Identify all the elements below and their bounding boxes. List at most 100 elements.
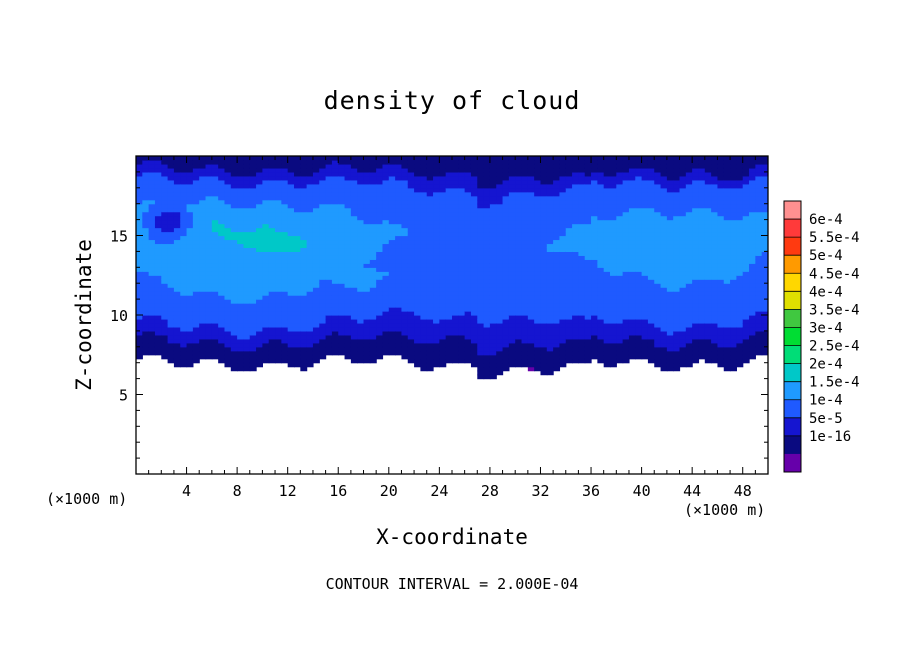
density-cell xyxy=(388,342,396,348)
density-cell xyxy=(616,299,624,304)
density-cell xyxy=(647,342,655,348)
density-cell xyxy=(173,291,181,296)
density-cell xyxy=(350,291,358,296)
density-cell xyxy=(527,199,535,205)
density-cell xyxy=(294,279,301,284)
density-cell xyxy=(508,219,516,225)
density-cell xyxy=(641,199,649,205)
density-cell xyxy=(287,156,295,161)
density-cell xyxy=(186,227,194,233)
density-cell xyxy=(167,354,175,360)
density-cell xyxy=(344,179,352,185)
density-cell xyxy=(407,311,415,316)
density-cell xyxy=(730,243,737,249)
density-cell xyxy=(515,315,523,320)
density-cell xyxy=(275,251,282,256)
density-cell xyxy=(641,175,649,181)
density-cell xyxy=(186,179,194,185)
density-cell xyxy=(433,303,440,308)
density-cell xyxy=(635,159,643,165)
density-cell xyxy=(199,219,207,225)
density-cell xyxy=(527,338,535,344)
density-cell xyxy=(300,159,308,165)
density-cell xyxy=(369,219,377,225)
density-cell xyxy=(148,279,156,284)
density-cell xyxy=(199,215,207,221)
density-cell xyxy=(306,251,314,256)
density-cell xyxy=(628,239,636,245)
density-cell xyxy=(622,263,630,268)
density-cell xyxy=(363,223,371,229)
density-cell xyxy=(161,283,169,288)
density-cell xyxy=(591,322,598,328)
density-cell xyxy=(489,330,497,336)
density-cell xyxy=(300,227,308,233)
density-cell xyxy=(414,279,421,284)
density-cell xyxy=(660,159,668,165)
density-cell xyxy=(161,231,169,237)
density-cell xyxy=(350,187,358,193)
density-cell xyxy=(331,291,339,296)
density-cell xyxy=(546,279,554,284)
density-cell xyxy=(723,338,731,344)
density-cell xyxy=(407,307,415,312)
density-cell xyxy=(319,311,327,316)
density-cell xyxy=(237,247,245,252)
density-cell xyxy=(723,362,731,368)
density-cell xyxy=(527,275,535,280)
density-cell xyxy=(136,307,143,312)
density-cell xyxy=(704,299,712,304)
density-cell xyxy=(230,354,238,360)
density-cell xyxy=(565,163,573,169)
density-cell xyxy=(433,231,440,237)
density-cell xyxy=(224,299,232,304)
density-cell xyxy=(635,239,643,245)
density-cell xyxy=(256,156,263,161)
density-cell xyxy=(256,207,263,213)
density-cell xyxy=(237,231,245,237)
density-cell xyxy=(306,326,314,332)
density-cell xyxy=(388,307,396,312)
density-cell xyxy=(597,175,605,181)
density-cell xyxy=(325,271,333,276)
density-cell xyxy=(610,307,617,312)
density-cell xyxy=(647,243,655,249)
density-cell xyxy=(363,350,371,356)
density-cell xyxy=(331,171,339,177)
density-cell xyxy=(464,267,472,272)
density-cell xyxy=(199,239,207,245)
density-cell xyxy=(553,235,561,241)
density-cell xyxy=(502,183,510,189)
density-cell xyxy=(515,163,523,169)
density-cell xyxy=(161,235,169,241)
density-cell xyxy=(142,191,150,197)
density-cell xyxy=(306,259,314,264)
density-cell xyxy=(458,307,466,312)
density-cell xyxy=(287,342,295,348)
density-cell xyxy=(249,307,257,312)
density-cell xyxy=(730,283,737,288)
density-cell xyxy=(540,219,548,225)
density-cell xyxy=(572,334,579,340)
density-cell xyxy=(622,247,630,252)
density-cell xyxy=(502,171,510,177)
density-cell xyxy=(205,211,213,217)
density-cell xyxy=(192,195,200,201)
density-cell xyxy=(641,167,649,173)
density-cell xyxy=(173,346,181,352)
density-cell xyxy=(249,326,257,332)
density-cell xyxy=(704,334,712,340)
density-cell xyxy=(711,303,719,308)
density-cell xyxy=(477,255,485,260)
density-cell xyxy=(635,322,643,328)
density-cell xyxy=(565,239,573,245)
density-cell xyxy=(483,167,491,173)
density-cell xyxy=(192,163,200,169)
density-cell xyxy=(654,239,662,245)
density-cell xyxy=(452,259,459,264)
density-cell xyxy=(275,338,282,344)
density-cell xyxy=(414,267,421,272)
density-cell xyxy=(578,247,586,252)
density-cell xyxy=(628,287,636,292)
density-cell xyxy=(382,267,390,272)
